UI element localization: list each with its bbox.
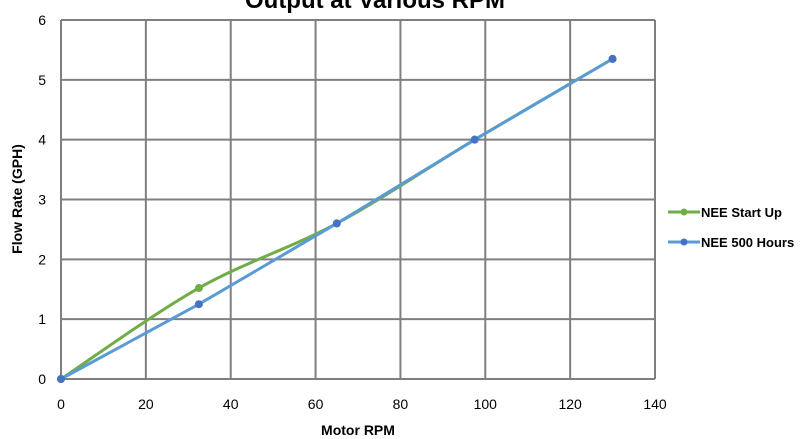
y-tick-label-0: 0 [38, 371, 46, 387]
series-2-point-1 [194, 300, 203, 309]
y-tick-label-4: 4 [38, 132, 46, 148]
y-tick-label-5: 5 [38, 72, 46, 88]
x-axis-title: Motor RPM [321, 422, 395, 438]
y-tick-labels: 0 1 2 3 4 5 6 [38, 12, 46, 387]
legend-marker-1 [680, 208, 688, 216]
y-tick-label-1: 1 [38, 311, 46, 327]
x-tick-label-7: 140 [643, 396, 667, 412]
legend-label-1: NEE Start Up [701, 205, 782, 220]
x-tick-label-6: 120 [558, 396, 582, 412]
x-tick-label-0: 0 [57, 396, 65, 412]
legend-label-2: NEE 500 Hours [701, 235, 794, 250]
y-tick-label-3: 3 [38, 192, 46, 208]
series-2 [57, 54, 617, 383]
grid [60, 19, 656, 380]
series-2-point-2 [332, 219, 341, 228]
x-tick-label-4: 80 [393, 396, 409, 412]
y-tick-label-6: 6 [38, 12, 46, 28]
x-tick-label-1: 20 [138, 396, 154, 412]
y-tick-label-2: 2 [38, 251, 46, 267]
legend-marker-2 [680, 238, 688, 246]
series-1-point-1 [194, 284, 203, 293]
chart-title: Output at Various RPM [245, 0, 505, 14]
series-layer [57, 54, 617, 383]
series-2-point-0 [57, 375, 65, 383]
y-axis-title: Flow Rate (GPH) [9, 144, 25, 254]
x-tick-label-2: 40 [223, 396, 239, 412]
series-2-point-4 [608, 54, 617, 63]
legend: NEE Start Up NEE 500 Hours [668, 205, 794, 250]
x-tick-label-3: 60 [308, 396, 324, 412]
x-tick-labels: 0 20 40 60 80 100 120 140 [57, 396, 667, 412]
series-2-point-3 [470, 135, 479, 144]
x-tick-label-5: 100 [474, 396, 498, 412]
